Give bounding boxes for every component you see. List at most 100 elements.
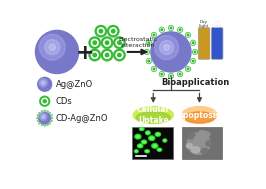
FancyBboxPatch shape (182, 127, 222, 159)
Circle shape (190, 40, 196, 46)
Circle shape (146, 51, 148, 53)
Circle shape (153, 68, 155, 70)
Circle shape (168, 25, 174, 31)
Circle shape (161, 73, 163, 75)
Circle shape (41, 124, 43, 126)
Circle shape (47, 110, 48, 112)
Circle shape (42, 98, 48, 104)
Circle shape (118, 53, 121, 57)
Circle shape (47, 124, 48, 126)
Ellipse shape (146, 131, 150, 135)
Text: CDs: CDs (56, 97, 72, 106)
Ellipse shape (139, 145, 142, 147)
Circle shape (52, 118, 53, 119)
Ellipse shape (182, 107, 217, 124)
Ellipse shape (135, 150, 137, 152)
Circle shape (152, 67, 156, 70)
Text: UV
Light: UV Light (212, 20, 222, 28)
Circle shape (51, 120, 52, 122)
Circle shape (40, 113, 47, 121)
Circle shape (192, 42, 194, 43)
Circle shape (190, 58, 196, 64)
Circle shape (37, 120, 39, 122)
Circle shape (194, 51, 196, 53)
Ellipse shape (153, 145, 156, 147)
Circle shape (161, 29, 163, 31)
Ellipse shape (140, 128, 143, 130)
Circle shape (37, 115, 39, 116)
Circle shape (99, 29, 103, 33)
Ellipse shape (157, 148, 162, 151)
Ellipse shape (141, 140, 147, 144)
Circle shape (35, 30, 78, 74)
Circle shape (49, 112, 50, 113)
Ellipse shape (147, 132, 149, 134)
Circle shape (95, 25, 107, 37)
Circle shape (186, 67, 189, 70)
Circle shape (105, 41, 109, 44)
Ellipse shape (206, 141, 213, 146)
Circle shape (179, 73, 181, 75)
Circle shape (36, 117, 38, 119)
Circle shape (187, 68, 189, 70)
Circle shape (49, 123, 50, 124)
Ellipse shape (145, 150, 149, 153)
Circle shape (169, 74, 173, 77)
Ellipse shape (150, 137, 153, 139)
Circle shape (41, 80, 45, 85)
Circle shape (155, 36, 178, 60)
Text: Apoptosis: Apoptosis (178, 111, 221, 120)
Circle shape (98, 28, 104, 35)
Circle shape (44, 125, 45, 126)
Ellipse shape (201, 149, 209, 154)
Circle shape (159, 27, 165, 33)
Circle shape (44, 110, 45, 111)
Circle shape (144, 49, 150, 55)
Circle shape (193, 50, 197, 53)
Circle shape (153, 34, 155, 36)
Circle shape (187, 34, 189, 36)
Circle shape (170, 27, 172, 29)
Circle shape (146, 50, 148, 53)
Text: CD-Ag@ZnO: CD-Ag@ZnO (56, 114, 108, 123)
Circle shape (39, 123, 40, 124)
Circle shape (47, 111, 48, 112)
Circle shape (105, 53, 109, 57)
Circle shape (192, 60, 195, 63)
Circle shape (159, 71, 165, 77)
Ellipse shape (133, 107, 173, 124)
Ellipse shape (193, 136, 204, 145)
Circle shape (49, 112, 51, 114)
Circle shape (39, 122, 40, 124)
Circle shape (44, 125, 45, 126)
Ellipse shape (191, 147, 200, 153)
Ellipse shape (187, 133, 195, 139)
Circle shape (116, 39, 123, 46)
Ellipse shape (203, 132, 210, 137)
Ellipse shape (143, 141, 146, 143)
Ellipse shape (156, 133, 159, 135)
Circle shape (91, 39, 98, 46)
Circle shape (116, 52, 123, 58)
Circle shape (151, 32, 157, 38)
FancyBboxPatch shape (211, 28, 223, 59)
Circle shape (49, 44, 56, 50)
Ellipse shape (184, 112, 214, 123)
Circle shape (148, 42, 149, 43)
Circle shape (113, 49, 126, 61)
Text: Electrostatic
Interaction: Electrostatic Interaction (118, 37, 157, 48)
Circle shape (179, 28, 182, 31)
Circle shape (104, 52, 110, 58)
Ellipse shape (149, 136, 155, 140)
Circle shape (151, 66, 157, 72)
Circle shape (37, 118, 38, 119)
Text: Bioapplication: Bioapplication (161, 78, 230, 87)
Circle shape (41, 111, 42, 112)
Ellipse shape (187, 133, 210, 154)
Circle shape (186, 33, 189, 36)
Circle shape (93, 53, 97, 57)
Circle shape (49, 122, 51, 124)
Ellipse shape (136, 136, 139, 138)
Circle shape (42, 82, 44, 84)
Circle shape (41, 115, 45, 119)
